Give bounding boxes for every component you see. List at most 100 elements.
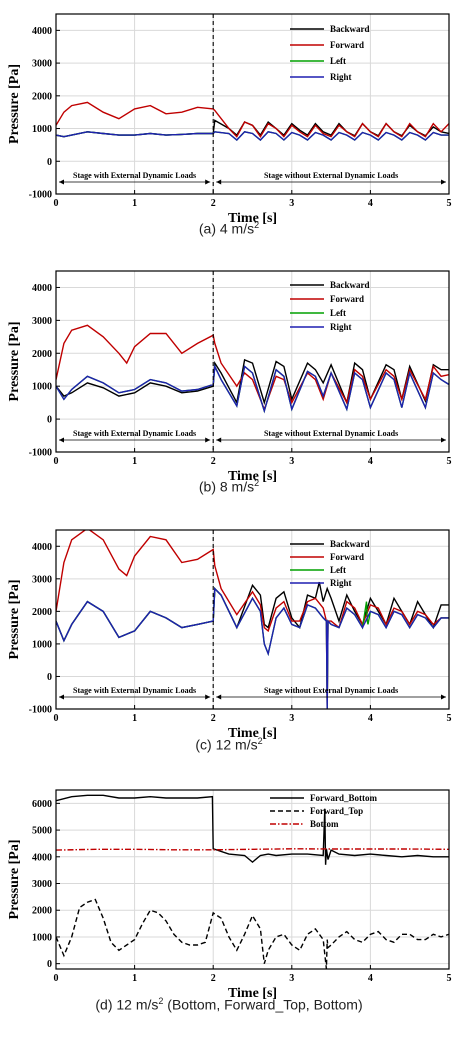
series-line-forward-bottom (56, 794, 449, 865)
x-tick-label: 4 (368, 456, 373, 467)
y-tick-label: 1000 (32, 639, 52, 650)
x-axis-label: Time [s] (228, 469, 277, 484)
legend-entry: Backward (330, 539, 370, 549)
legend: Backward Forward Left Right (290, 539, 370, 588)
series-line-right (56, 131, 449, 141)
stage-annotation: Stage without External Dynamic Loads (264, 686, 398, 695)
caption-text: (b) 8 m/s (198, 478, 255, 495)
stage-annotation: Stage with External Dynamic Loads (73, 171, 196, 180)
y-tick-label: 2000 (32, 906, 52, 917)
x-tick-label: 4 (368, 973, 373, 984)
legend-entry: Bottom (310, 819, 339, 829)
stage-annotation: Stage with External Dynamic Loads (73, 686, 196, 695)
legend-entry: Backward (330, 280, 370, 290)
caption-text: (c) 12 m/s (195, 736, 258, 753)
x-tick-label: 2 (211, 973, 216, 984)
legend-entry: Left (330, 565, 346, 575)
y-tick-label: 2000 (32, 349, 52, 360)
chart-3: Stage with External Dynamic Loads Stage w… (7, 529, 452, 741)
y-tick-label: 4000 (32, 283, 52, 294)
series-line-right (56, 363, 449, 414)
stage-annotation: Stage without External Dynamic Loads (264, 429, 398, 438)
legend-entry: Backward (330, 24, 370, 34)
caption-superscript: 2 (254, 220, 260, 230)
x-tick-label: 4 (368, 198, 373, 209)
legend-entry: Forward (330, 294, 364, 304)
y-axis-label: Pressure [Pa] (7, 840, 22, 920)
chart-4: 0 1 2 3 4 5 0 1000 2000 3000 4000 5000 6000 Time [s] P… (7, 789, 452, 1001)
x-axis-label: Time [s] (228, 211, 277, 226)
x-tick-label: 3 (289, 456, 294, 467)
caption-text: (d) 12 m/s (95, 996, 159, 1013)
x-axis-label: Time [s] (228, 986, 277, 1001)
legend-entry: Left (330, 56, 346, 66)
y-tick-label: 4000 (32, 26, 52, 37)
series-line-backward (56, 358, 449, 406)
legend-entry: Forward_Top (310, 806, 363, 816)
y-tick-label: 0 (47, 672, 52, 683)
y-tick-label: 5000 (32, 826, 52, 837)
arrow-head (441, 179, 446, 185)
x-tick-label: 5 (447, 973, 452, 984)
x-tick-label: 2 (211, 456, 216, 467)
y-tick-label: -1000 (29, 190, 52, 201)
legend: Backward Forward Left Right (290, 280, 370, 332)
y-tick-label: 2000 (32, 607, 52, 618)
y-axis-label: Pressure [Pa] (7, 580, 22, 660)
series-line-forward (56, 101, 449, 138)
stage-annotation: Stage without External Dynamic Loads (264, 171, 398, 180)
arrow-head (205, 179, 211, 185)
x-tick-label: 0 (54, 456, 59, 467)
x-tick-label: 2 (211, 713, 216, 724)
y-tick-label: -1000 (29, 705, 52, 716)
arrow-head (216, 179, 222, 185)
caption-suffix: (Bottom, Forward_Top, Bottom) (163, 996, 363, 1013)
legend: Backward Forward Left Right (290, 24, 370, 82)
series-line-forward-top (56, 898, 449, 969)
plot-frame (55, 270, 450, 453)
plot-frame (55, 789, 450, 970)
figure-caption: (c) 12 m/s2 (0, 736, 458, 753)
arrow-head (216, 437, 222, 443)
x-tick-label: 0 (54, 198, 59, 209)
arrow-head (441, 437, 446, 443)
x-tick-label: 0 (54, 713, 59, 724)
y-axis-label: Pressure [Pa] (7, 322, 22, 402)
x-tick-label: 1 (132, 973, 137, 984)
legend-entry: Left (330, 308, 346, 318)
series-line-forward (56, 530, 449, 709)
x-axis-label: Time [s] (228, 726, 277, 741)
arrow-head (59, 437, 64, 443)
y-tick-label: 4000 (32, 852, 52, 863)
legend-entry: Forward (330, 552, 364, 562)
x-tick-label: 4 (368, 713, 373, 724)
figure-caption: (b) 8 m/s2 (0, 478, 458, 495)
arrow-head (59, 694, 64, 700)
y-tick-label: 3000 (32, 59, 52, 70)
legend-entry: Forward_Bottom (310, 793, 377, 803)
caption-superscript: 2 (158, 996, 164, 1006)
figure-caption: (d) 12 m/s2 (Bottom, Forward_Top, Bottom… (0, 996, 458, 1013)
caption-superscript: 2 (257, 736, 263, 746)
x-tick-label: 1 (132, 456, 137, 467)
legend-entry: Right (330, 578, 352, 588)
x-tick-label: 5 (447, 456, 452, 467)
y-tick-label: 0 (47, 415, 52, 426)
arrow-head (205, 437, 211, 443)
plot-frame (55, 529, 450, 710)
y-tick-label: -1000 (29, 448, 52, 459)
y-tick-label: 1000 (32, 124, 52, 135)
y-axis-label: Pressure [Pa] (7, 64, 22, 144)
x-tick-label: 5 (447, 198, 452, 209)
x-tick-label: 1 (132, 713, 137, 724)
x-tick-label: 3 (289, 713, 294, 724)
y-tick-label: 3000 (32, 879, 52, 890)
y-tick-label: 0 (47, 959, 52, 970)
stage-annotation: Stage with External Dynamic Loads (73, 429, 196, 438)
chart-2: Stage with External Dynamic Loads Stage w… (7, 270, 452, 484)
arrow-head (205, 694, 211, 700)
figure-caption: (a) 4 m/s2 (0, 220, 458, 237)
caption-superscript: 2 (254, 478, 260, 488)
y-tick-label: 3000 (32, 316, 52, 327)
